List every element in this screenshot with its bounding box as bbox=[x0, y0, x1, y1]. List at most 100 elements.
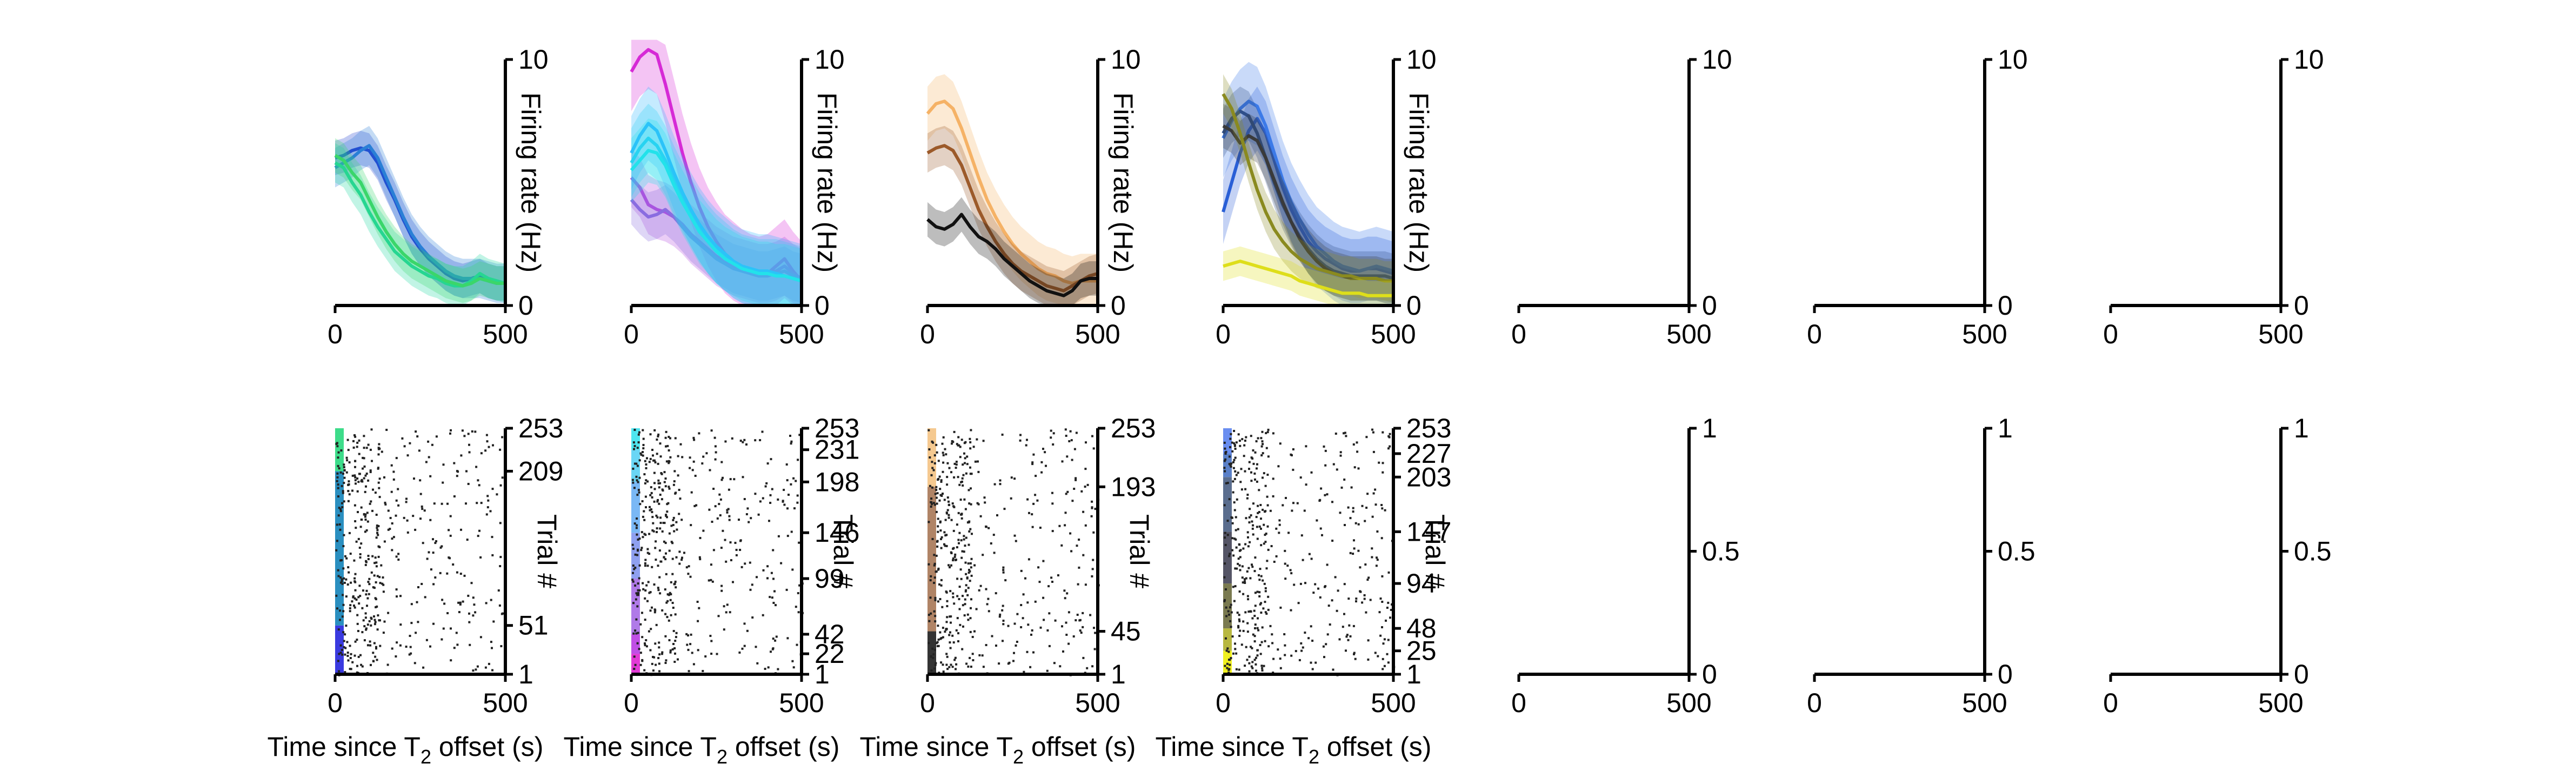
raster-spike bbox=[380, 564, 383, 567]
raster-spike bbox=[376, 532, 378, 534]
raster-spike bbox=[348, 461, 351, 464]
raster-spike bbox=[377, 545, 380, 548]
raster-spike bbox=[1090, 515, 1093, 517]
raster-spike bbox=[656, 500, 659, 503]
raster-spike bbox=[1238, 614, 1240, 616]
raster-spike bbox=[484, 666, 487, 669]
raster-spike bbox=[1266, 560, 1269, 562]
raster-spike bbox=[633, 429, 636, 431]
raster-spike bbox=[365, 447, 368, 449]
raster-spike bbox=[639, 452, 642, 455]
raster-spike bbox=[365, 561, 368, 563]
raster-spike bbox=[1241, 576, 1244, 579]
raster-spike bbox=[1048, 645, 1051, 647]
raster-spike bbox=[1071, 459, 1073, 461]
raster-spike bbox=[960, 517, 963, 520]
raster-spike bbox=[1387, 601, 1390, 604]
raster-spike bbox=[339, 508, 342, 510]
raster-spike bbox=[336, 472, 339, 475]
raster-spike bbox=[354, 479, 357, 482]
raster-spike bbox=[964, 561, 967, 564]
raster-spike bbox=[1227, 610, 1230, 613]
raster-spike bbox=[396, 641, 398, 644]
raster-spike bbox=[731, 437, 733, 440]
raster-spike bbox=[1002, 566, 1005, 569]
raster-spike bbox=[403, 516, 405, 519]
raster-spike bbox=[365, 529, 368, 532]
raster-spike bbox=[378, 496, 381, 499]
raster-spike bbox=[1231, 450, 1234, 453]
raster-spike bbox=[1051, 581, 1053, 583]
raster-spike bbox=[484, 449, 487, 452]
raster-spike bbox=[796, 494, 799, 497]
raster-spike bbox=[368, 583, 371, 586]
psth-line bbox=[1222, 93, 1393, 283]
raster-spike bbox=[665, 445, 667, 448]
raster-spike bbox=[349, 645, 351, 647]
raster-spike bbox=[664, 588, 666, 591]
raster-spike bbox=[1286, 565, 1289, 567]
raster-spike bbox=[357, 481, 360, 483]
raster-spike bbox=[943, 499, 946, 501]
raster-spike bbox=[337, 451, 340, 454]
raster-spike bbox=[1379, 634, 1382, 637]
raster-spike bbox=[1385, 619, 1387, 622]
raster-spike bbox=[932, 653, 935, 656]
raster-spike bbox=[1020, 604, 1023, 606]
raster-spike bbox=[1278, 532, 1280, 534]
raster-spike bbox=[645, 479, 648, 482]
raster-spike bbox=[373, 574, 376, 577]
raster-spike bbox=[983, 496, 986, 499]
raster-spike bbox=[1350, 486, 1353, 489]
raster-spike bbox=[461, 429, 464, 432]
raster-spike bbox=[376, 628, 379, 631]
raster-spike bbox=[1250, 471, 1252, 474]
raster-spike bbox=[689, 575, 692, 578]
raster-spike bbox=[1235, 474, 1238, 476]
psth-error-band bbox=[927, 125, 1098, 306]
raster-spike bbox=[435, 540, 437, 542]
raster-spike bbox=[1007, 662, 1010, 665]
raster-spike bbox=[368, 593, 370, 595]
psth-line bbox=[926, 144, 1098, 293]
raster-spike bbox=[1238, 590, 1241, 593]
raster-spike bbox=[1234, 516, 1237, 519]
raster-spike bbox=[1231, 635, 1234, 638]
raster-spike bbox=[656, 439, 658, 441]
raster-spike bbox=[768, 520, 770, 522]
raster-spike bbox=[964, 598, 966, 601]
raster-spike bbox=[1261, 430, 1264, 433]
raster-spike bbox=[376, 575, 379, 577]
raster-spike bbox=[1279, 658, 1282, 660]
raster-spike bbox=[966, 521, 969, 524]
raster-spike bbox=[1085, 441, 1087, 444]
raster-spike bbox=[1224, 453, 1227, 455]
raster-spike bbox=[1260, 544, 1263, 547]
raster-spike bbox=[366, 512, 369, 514]
raster-spike bbox=[1257, 512, 1259, 514]
raster-spike bbox=[666, 593, 669, 596]
raster-spike bbox=[965, 472, 967, 475]
raster-spike bbox=[409, 635, 411, 637]
raster-spike bbox=[946, 496, 949, 499]
raster-spike bbox=[691, 469, 694, 471]
raster-spike bbox=[1233, 501, 1236, 504]
raster-spike bbox=[346, 459, 349, 462]
raster-spike bbox=[1345, 635, 1348, 638]
raster-spike bbox=[1064, 428, 1067, 431]
raster-y-tick-label: 253 bbox=[1111, 413, 1156, 443]
raster-spike bbox=[1034, 494, 1037, 496]
raster-spike bbox=[458, 611, 461, 613]
raster-spike bbox=[960, 577, 963, 580]
raster-spike bbox=[354, 589, 357, 592]
raster-spike bbox=[478, 484, 481, 487]
raster-spike bbox=[971, 653, 974, 655]
raster-spike bbox=[638, 537, 641, 540]
raster-spike bbox=[767, 666, 770, 669]
raster-spike bbox=[361, 665, 364, 668]
raster-spike bbox=[1299, 476, 1302, 479]
raster-spike bbox=[633, 448, 635, 450]
raster-spike bbox=[663, 556, 665, 559]
raster-spike bbox=[969, 562, 972, 565]
